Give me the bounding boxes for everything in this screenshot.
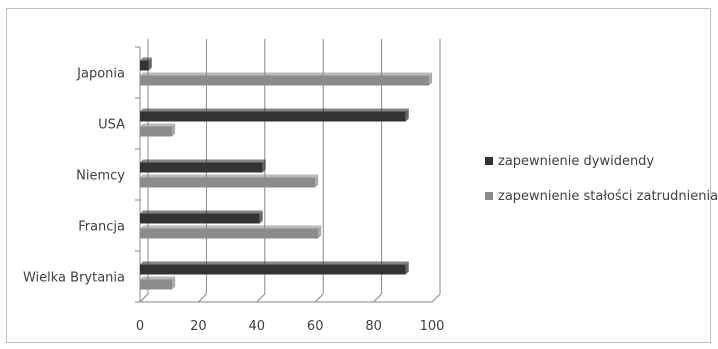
chart-frame (6, 8, 711, 343)
bar-1-usa (140, 126, 173, 137)
bar-top (140, 174, 319, 178)
bar-1-japonia (140, 75, 430, 86)
bar-top (140, 225, 322, 229)
legend-label: zapewnienie stałości zatrudnienia (498, 189, 718, 204)
category-label: Francja (78, 220, 125, 235)
bar-0-japonia (140, 60, 149, 71)
bar-side (405, 108, 409, 122)
bar-1-wielka-brytania (140, 279, 173, 290)
gridline-depth (373, 293, 382, 303)
x-tick-label: 60 (307, 319, 324, 334)
gridline-depth (256, 293, 266, 303)
category-label: Niemcy (76, 169, 125, 184)
bar-side (315, 174, 319, 188)
bar-side (262, 159, 266, 173)
floor-edge (139, 293, 149, 303)
x-tick-label: 40 (249, 319, 266, 334)
category-label: USA (98, 118, 125, 133)
category-label: Wielka Brytania (23, 271, 125, 286)
x-tick-label: 20 (190, 319, 207, 334)
category-label: Japonia (76, 67, 125, 82)
bar-0-wielka-brytania (140, 264, 406, 275)
bar-top (140, 108, 409, 112)
bar-side (172, 123, 176, 137)
gridline-depth (198, 293, 207, 303)
bar-top (140, 276, 176, 280)
bar-side (259, 210, 263, 224)
bar-0-usa (140, 111, 406, 122)
gridline-depth (431, 293, 441, 303)
bar-side (429, 72, 433, 86)
legend-label: zapewnienie dywidendy (498, 154, 654, 169)
bar-top (140, 261, 409, 265)
bar-side (172, 276, 176, 290)
bar-top (140, 123, 176, 127)
bar-side (318, 225, 322, 239)
gridline-depth (314, 293, 324, 303)
x-tick-label: 80 (365, 319, 382, 334)
x-tick-label: 100 (420, 319, 445, 334)
bar-0-francja (140, 213, 260, 224)
bar-1-francja (140, 228, 319, 239)
bar-top (140, 159, 266, 163)
bar-top (140, 210, 263, 214)
bar-top (140, 72, 433, 76)
legend-swatch (485, 192, 493, 200)
bar-1-niemcy (140, 177, 316, 188)
x-tick-label: 0 (136, 319, 144, 334)
legend-swatch (485, 157, 493, 165)
bar-side (148, 57, 152, 71)
bar-0-niemcy (140, 162, 263, 173)
bar-side (405, 261, 409, 275)
bar-top (140, 57, 152, 61)
